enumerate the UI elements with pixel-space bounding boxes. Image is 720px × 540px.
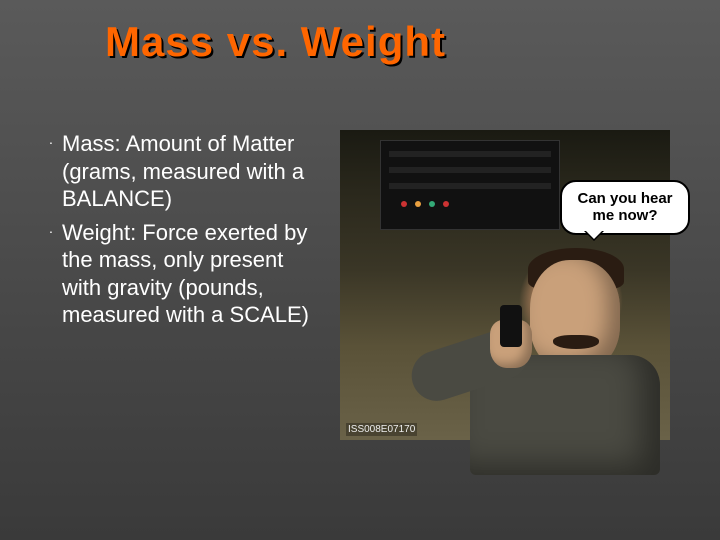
list-item: · Mass: Amount of Matter (grams, measure… [40, 130, 320, 213]
head-shape [530, 260, 620, 370]
photo-watermark: ISS008E07170 [346, 423, 417, 436]
speech-bubble: Can you hear me now? [560, 180, 690, 235]
bullet-text: Mass: Amount of Matter (grams, measured … [62, 130, 320, 213]
bullet-list: · Mass: Amount of Matter (grams, measure… [40, 130, 320, 335]
astronaut-photo: ISS008E07170 [340, 130, 670, 440]
microphone-shape [500, 305, 522, 347]
slide-title: Mass vs. Weight [105, 18, 446, 66]
speech-bubble-text: Can you hear me now? [577, 190, 672, 224]
mustache-shape [553, 335, 599, 349]
bullet-marker: · [40, 219, 62, 329]
control-panel [380, 140, 560, 230]
list-item: · Weight: Force exerted by the mass, onl… [40, 219, 320, 329]
bullet-marker: · [40, 130, 62, 213]
bullet-text: Weight: Force exerted by the mass, only … [62, 219, 320, 329]
